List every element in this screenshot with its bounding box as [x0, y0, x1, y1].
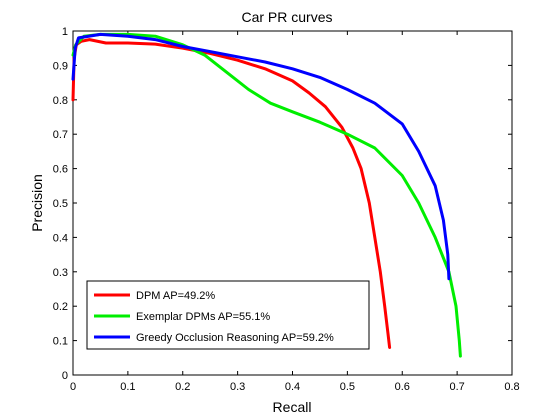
x-tick-label: 0.8 — [504, 381, 519, 393]
legend-box — [86, 280, 370, 350]
x-tick-label: 0 — [70, 381, 76, 393]
y-tick-label: 0 — [62, 370, 68, 382]
y-tick-label: 0.3 — [53, 267, 68, 279]
y-tick-label: 0.6 — [53, 164, 68, 176]
y-tick-label: 0.7 — [53, 129, 68, 141]
y-tick-label: 0.8 — [53, 95, 68, 107]
x-tick-label: 0.3 — [230, 381, 245, 393]
legend-label-1: DPM AP=49.2% — [136, 290, 215, 302]
x-axis-label: Recall — [273, 399, 312, 415]
series-line-3 — [71, 32, 451, 281]
y-tick-label: 0.2 — [53, 301, 68, 313]
chart-title: Car PR curves — [241, 9, 332, 25]
y-tick-label: 0.5 — [53, 198, 68, 210]
series-line-1 — [71, 38, 392, 349]
x-tick-label: 0.4 — [285, 381, 300, 393]
y-tick-label: 0.4 — [53, 232, 68, 244]
x-tick-label: 0.6 — [395, 381, 410, 393]
y-tick-label: 1 — [62, 26, 68, 38]
legend: DPM AP=49.2% Exemplar DPMs AP=55.1% Greedy… — [86, 280, 370, 350]
legend-label-3: Greedy Occlusion Reasoning AP=59.2% — [136, 332, 334, 344]
series-lines — [71, 32, 462, 358]
x-tick-label: 0.1 — [120, 381, 135, 393]
x-axis: 0 0.1 0.2 0.3 0.4 0.5 0.6 0.7 0.8 — [70, 31, 520, 393]
y-axis-label: Precision — [29, 174, 45, 232]
y-tick-label: 0.9 — [53, 60, 68, 72]
y-axis: 0 0.1 0.2 0.3 0.4 0.5 0.6 0.7 0.8 0.9 1 — [53, 26, 512, 382]
x-tick-label: 0.5 — [340, 381, 355, 393]
legend-label-2: Exemplar DPMs AP=55.1% — [136, 311, 270, 323]
x-tick-label: 0.7 — [449, 381, 464, 393]
x-tick-label: 0.2 — [175, 381, 190, 393]
y-tick-label: 0.1 — [53, 336, 68, 348]
